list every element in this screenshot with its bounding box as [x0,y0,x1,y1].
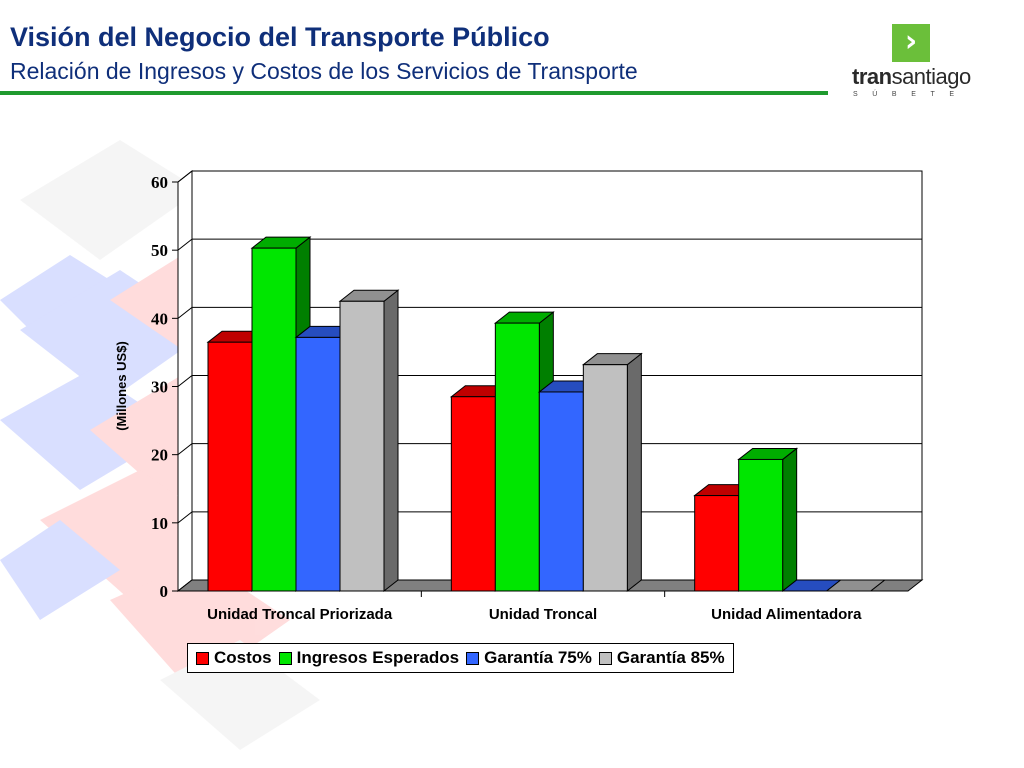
gridline [177,306,922,319]
legend-item: Ingresos Esperados [278,648,460,668]
legend-swatch [278,651,292,665]
y-tick-label: 50 [151,241,168,260]
legend-swatch [196,651,209,665]
legend-label: Ingresos Esperados [296,648,460,667]
y-tick-label: 30 [151,378,168,397]
legend-swatch [466,651,480,665]
bar-front [207,341,253,592]
title-divider [0,91,828,95]
gridline [177,511,922,524]
bar-front [494,322,540,592]
gridline [177,170,922,183]
bar [338,289,400,593]
bar-front [450,396,496,592]
gridline [177,238,922,251]
bar [737,447,799,593]
gridline [177,443,922,456]
logo-tagline: SÚBETE [853,91,969,98]
bar-front [582,364,628,592]
logo-word-bold: tran [852,64,892,89]
chevron-right-icon: › [904,24,918,59]
x-tick-label: Unidad Alimentadora [711,606,862,623]
page-title: Visión del Negocio del Transporte Públic… [10,22,550,52]
bar-front [339,300,385,592]
bar-front [538,391,584,592]
y-tick-label: 60 [151,173,168,192]
legend-item: Garantía 85% [598,648,725,668]
bar-front [295,336,341,592]
page-subtitle: Relación de Ingresos y Costos de los Ser… [10,58,638,84]
y-tick-label: 10 [151,514,168,533]
bar-side [782,447,798,593]
bar [581,352,643,593]
gridline [177,375,922,387]
legend-label: Garantía 85% [616,648,725,667]
bar [825,579,887,592]
bar-top [825,579,887,592]
y-axis-title: (Millones US$) [114,341,129,431]
y-tick-label: 20 [151,446,168,465]
logo-mark: › [892,24,930,62]
legend-item: Garantía 75% [466,648,592,668]
bar-front [738,458,784,592]
legend-item: Costos [196,648,272,668]
chart-legend: Costos Ingresos Esperados Garantía 75% Gara… [187,643,734,673]
y-tick-label: 0 [160,582,169,601]
x-tick-label: Unidad Troncal Priorizada [207,606,393,623]
bar-side [626,352,642,593]
legend-label: Garantía 75% [484,648,592,667]
logo-wordmark: transantiago [852,64,971,90]
x-tick-label: Unidad Troncal [489,606,597,623]
y-tick-label: 40 [151,309,168,328]
legend-label: Costos [214,648,272,667]
bar-side [383,289,399,593]
bar-front [694,495,740,592]
logo-word-rest: santiago [891,64,972,89]
bar-front [251,247,297,592]
legend-swatch [598,651,612,665]
